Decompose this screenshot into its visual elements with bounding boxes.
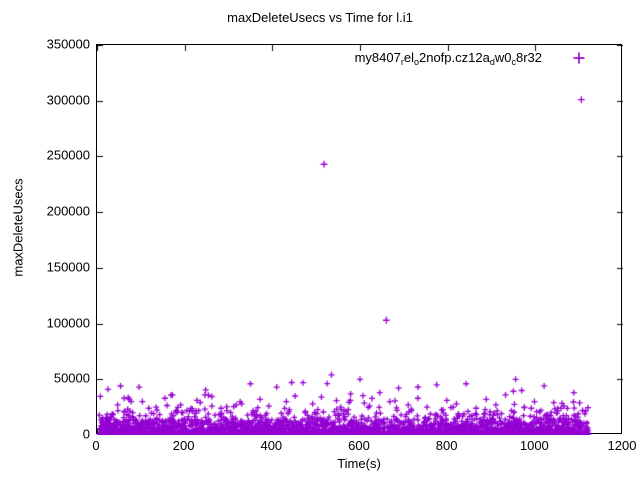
x-tick-label: 1200 — [607, 438, 637, 453]
y-axis-title: maxDeleteUsecs — [10, 178, 26, 277]
y-tick-label: 100000 — [46, 315, 90, 331]
y-tick-label: 50000 — [53, 370, 90, 386]
x-tick-label: 0 — [92, 438, 100, 453]
y-tick-label: 300000 — [46, 92, 90, 108]
y-tick-label: 250000 — [46, 147, 90, 163]
y-tick-label: 0 — [82, 426, 90, 442]
x-tick-label: 800 — [435, 438, 458, 453]
x-tick-label: 200 — [172, 438, 195, 453]
y-axis-tick-labels: 0 50000 100000 150000 200000 250000 300000 3500… — [0, 0, 90, 480]
scatter-plot-canvas — [97, 45, 623, 435]
legend: my8407relo2nofp.cz12adw0c8r32 — [300, 50, 590, 72]
legend-series-label: my8407relo2nofp.cz12adw0c8r32 — [354, 50, 542, 67]
y-tick-label: 350000 — [46, 36, 90, 52]
y-tick-label: 200000 — [46, 203, 90, 219]
plot-area — [96, 44, 623, 435]
legend-plus-marker-icon — [573, 52, 585, 64]
x-tick-label: 400 — [260, 438, 283, 453]
page-title: maxDeleteUsecs vs Time for l.i1 — [227, 10, 413, 25]
x-tick-label: 600 — [348, 438, 370, 453]
y-tick-label: 150000 — [46, 259, 90, 275]
x-axis-title: Time(s) — [337, 456, 381, 471]
x-tick-label: 1000 — [519, 438, 549, 453]
